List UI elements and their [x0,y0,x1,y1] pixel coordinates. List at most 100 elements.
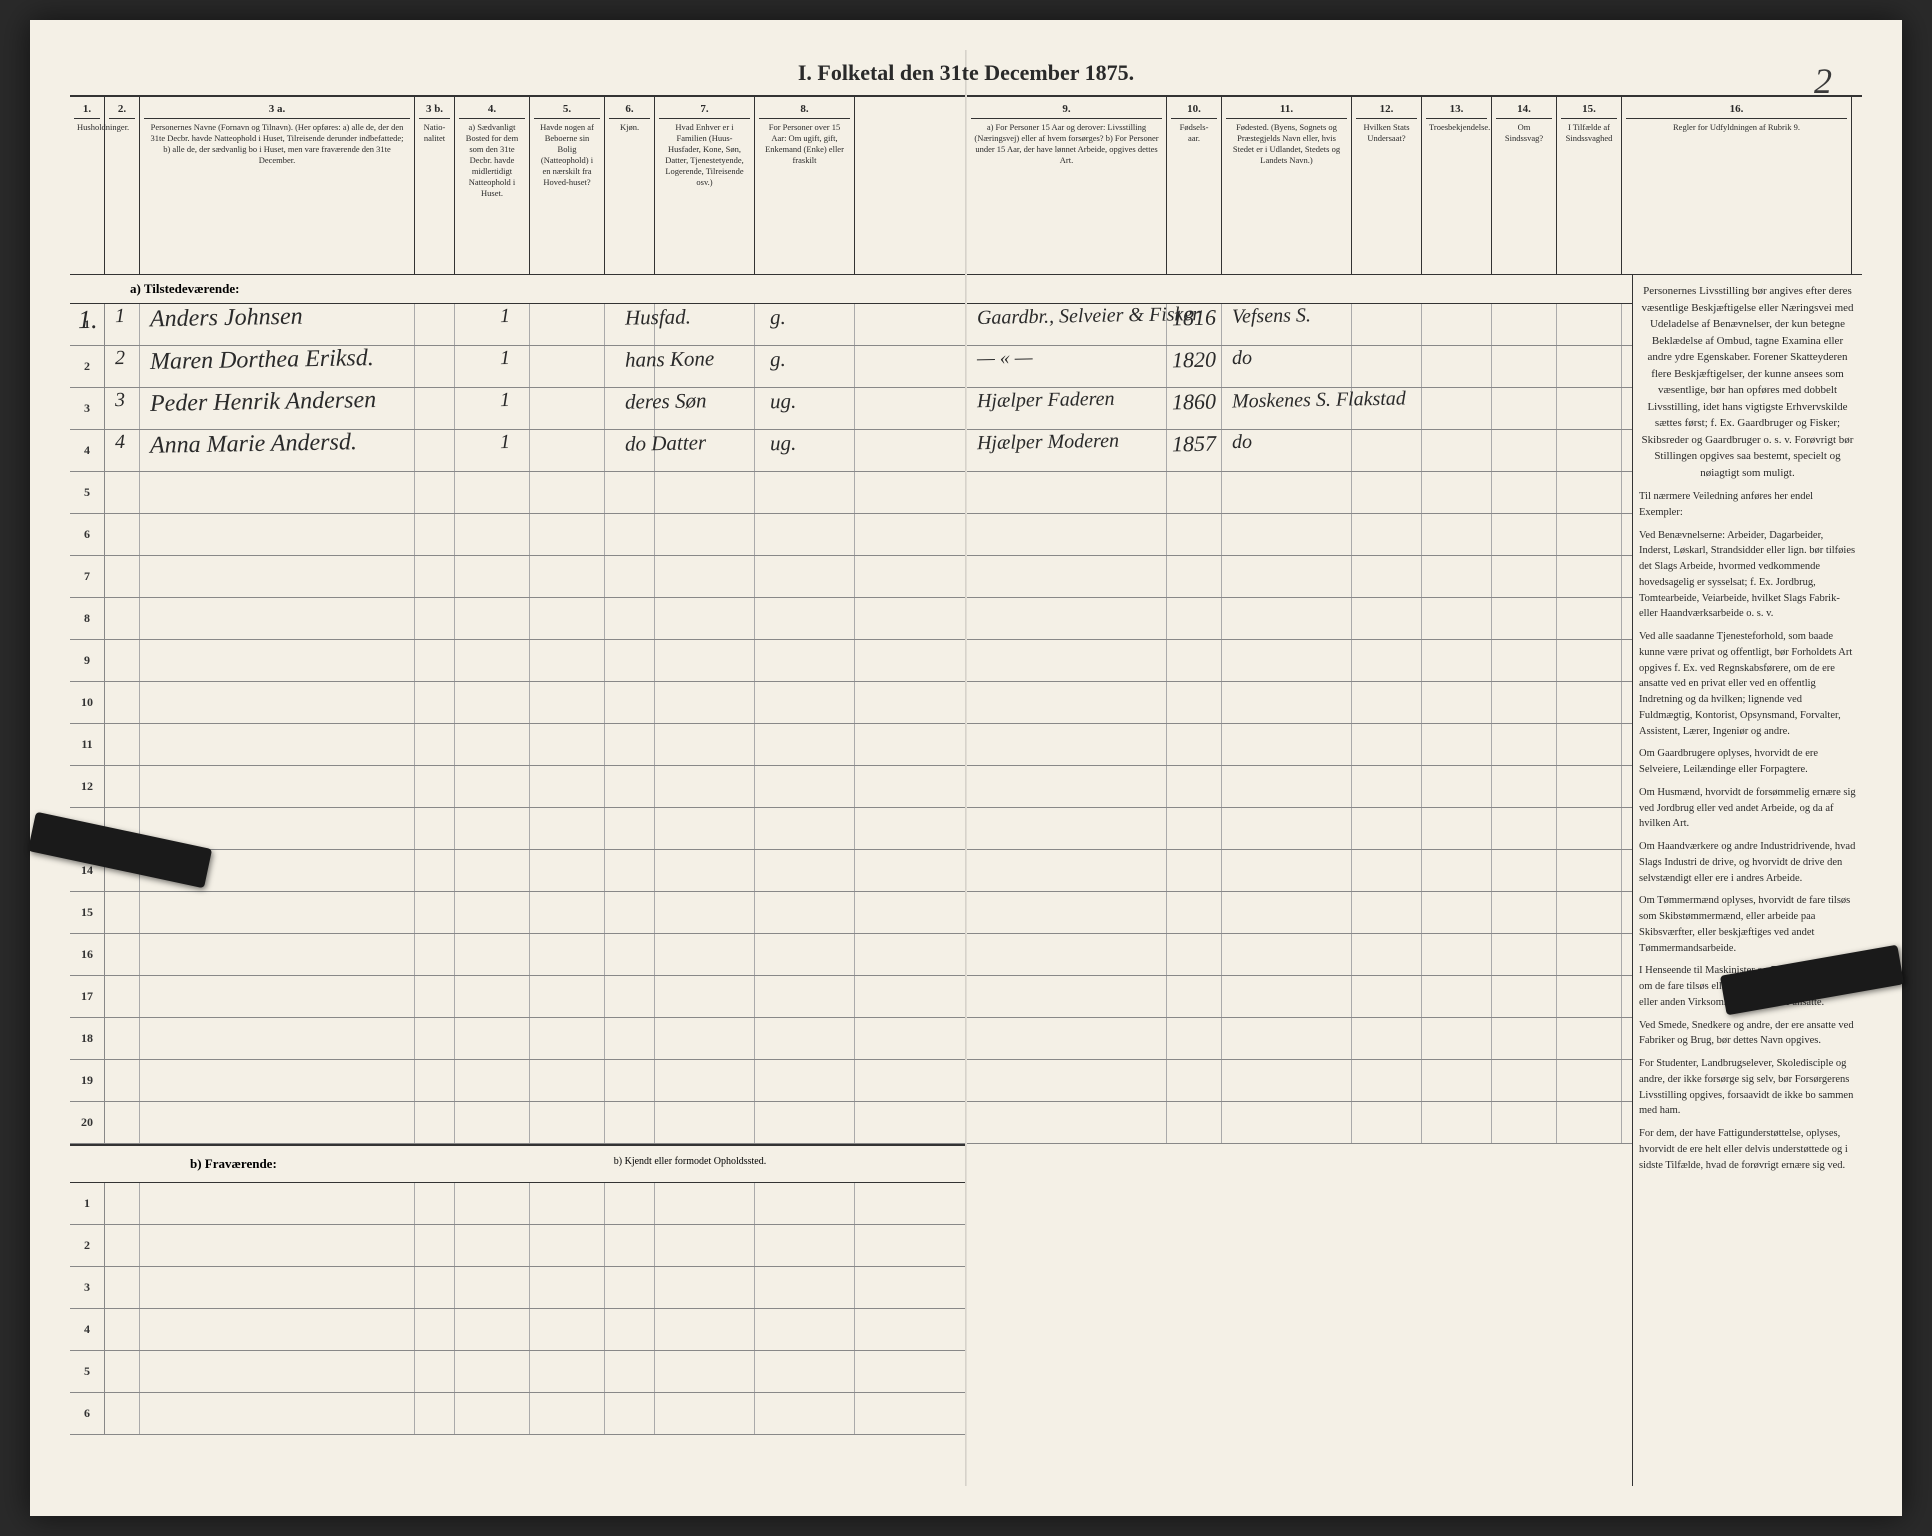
hw-civil: g. [770,347,786,372]
table-row: 5 [70,1351,965,1393]
table-row [967,472,1632,514]
table-row: 3 [70,1267,965,1309]
table-row: 20 [70,1102,965,1144]
hw-occupation: — « — [977,347,1033,371]
hw-col5: 1 [500,347,510,370]
col-header-text: Natio-nalitet [419,119,450,270]
table-row [967,346,1632,388]
table-row [967,640,1632,682]
instructions-para: Ved alle saadanne Tjenesteforhold, som b… [1639,629,1856,739]
table-row: 7 [70,556,965,598]
hw-col5: 1 [500,389,510,412]
col-header-text: Regler for Udfyldningen af Rubrik 9. [1626,119,1847,270]
row-number: 12 [70,766,105,807]
section-a-label: a) Tilstedeværende: [70,275,965,304]
column-header: 1.Husholdninger. [70,97,105,274]
instructions-head: Personernes Livsstilling bør angives eft… [1639,283,1856,481]
column-header: 9.a) For Personer 15 Aar og derover: Liv… [967,97,1167,274]
table-row: 13 [70,808,965,850]
left-page: 1.Husholdninger.2.3 a.Personernes Navne … [70,50,965,1486]
col-num: 16. [1626,101,1847,119]
instructions-para: Om Tømmermænd oplyses, hvorvidt de fare … [1639,893,1856,956]
column-header: 2. [105,97,140,274]
hw-occupation: Hjælper Faderen [977,388,1115,413]
col-header-text: Fødsels-aar. [1171,119,1217,270]
column-header: 7.Hvad Enhver er i Familien (Huus-Husfad… [655,97,755,274]
col-num: 3 b. [419,101,450,119]
row-number: 19 [70,1060,105,1101]
table-row [967,682,1632,724]
section-b-right-label: b) Kjendt eller formodet Opholdssted. [415,1156,965,1172]
hw-year: 1860 [1172,389,1216,416]
hw-family: hans Kone [625,346,715,373]
table-row: 18 [70,1018,965,1060]
instructions-para: For Studenter, Landbrugselever, Skoledis… [1639,1056,1856,1119]
table-row: 15 [70,892,965,934]
col-header-text: I Tilfælde af Sindssvaghed [1561,119,1617,270]
row-number: 6 [70,1393,105,1434]
row-number: 4 [70,1309,105,1350]
table-row [967,1102,1632,1144]
col-header-text: For Personer over 15 Aar: Om ugift, gift… [759,119,850,270]
row-number: 18 [70,1018,105,1059]
table-row [967,808,1632,850]
row-number: 9 [70,640,105,681]
table-row: 16 [70,934,965,976]
hw-family: do Datter [625,430,707,456]
table-row: 1 [70,1183,965,1225]
row-number: 5 [70,1351,105,1392]
col-num: 15. [1561,101,1617,119]
col-header-text: Havde nogen af Beboerne sin Bolig (Natte… [534,119,600,270]
col-header-text: Troesbekjendelse. [1426,119,1487,270]
table-row: 17 [70,976,965,1018]
column-header: 3 a.Personernes Navne (Fornavn og Tilnav… [140,97,415,274]
hw-household: 1. [78,305,98,335]
hw-civil: g. [770,305,786,330]
col-num: 13. [1426,101,1487,119]
column-header: 6.Kjøn. [605,97,655,274]
col-header-text: a) For Personer 15 Aar og derover: Livss… [971,119,1162,270]
col-num: 12. [1356,101,1417,119]
hw-col5: 1 [500,431,510,454]
census-ledger-spread: I. Folketal den 31te December 1875. 2 1.… [30,20,1902,1516]
instructions-column: Personernes Livsstilling bør angives eft… [1633,275,1862,1188]
row-number: 1 [70,1183,105,1224]
hw-place: Moskenes S. Flakstad [1232,387,1406,413]
instructions-para: Ved Smede, Snedkere og andre, der ere an… [1639,1018,1856,1050]
table-row: 6 [70,1393,965,1435]
hw-name: Anna Marie Andersd. [150,429,357,460]
row-number: 15 [70,892,105,933]
hw-person-num: 4 [115,431,125,454]
table-row: 9 [70,640,965,682]
column-header: 12.Hvilken Stats Undersaat? [1352,97,1422,274]
table-row [967,724,1632,766]
column-header: 5.Havde nogen af Beboerne sin Bolig (Nat… [530,97,605,274]
row-number: 16 [70,934,105,975]
hw-place: Vefsens S. [1232,304,1311,328]
header-row-right: 9.a) For Personer 15 Aar og derover: Liv… [967,95,1862,275]
column-header: 15.I Tilfælde af Sindssvaghed [1557,97,1622,274]
col-num: 9. [971,101,1162,119]
table-row [967,1018,1632,1060]
instructions-para: Om Husmænd, hvorvidt de forsømmelig ernæ… [1639,785,1856,832]
instructions-para: Om Haandværkere og andre Industridrivend… [1639,839,1856,886]
column-header: 8.For Personer over 15 Aar: Om ugift, gi… [755,97,855,274]
column-header: 16.Regler for Udfyldningen af Rubrik 9. [1622,97,1852,274]
section-b-label: b) Fraværende: [70,1156,415,1172]
table-row: 4 [70,1309,965,1351]
instructions-para: Til nærmere Veiledning anføres her endel… [1639,489,1856,521]
col-header-text: a) Sædvanligt Bosted for dem som den 31t… [459,119,525,270]
row-number: 11 [70,724,105,765]
table-row [967,514,1632,556]
col-num: 1. [74,101,100,119]
right-page: 9.a) For Personer 15 Aar og derover: Liv… [967,50,1862,1486]
table-row [967,934,1632,976]
hw-family: Husfad. [625,304,691,330]
row-number: 3 [70,388,105,429]
instructions-para: For dem, der have Fattigunderstøttelse, … [1639,1126,1856,1173]
column-header: 4.a) Sædvanligt Bosted for dem som den 3… [455,97,530,274]
col-header-text: Personernes Navne (Fornavn og Tilnavn). … [144,119,410,270]
col-header-text [109,119,135,270]
hw-person-num: 2 [115,347,125,370]
hw-occupation: Gaardbr., Selveier & Fisker [977,303,1200,330]
